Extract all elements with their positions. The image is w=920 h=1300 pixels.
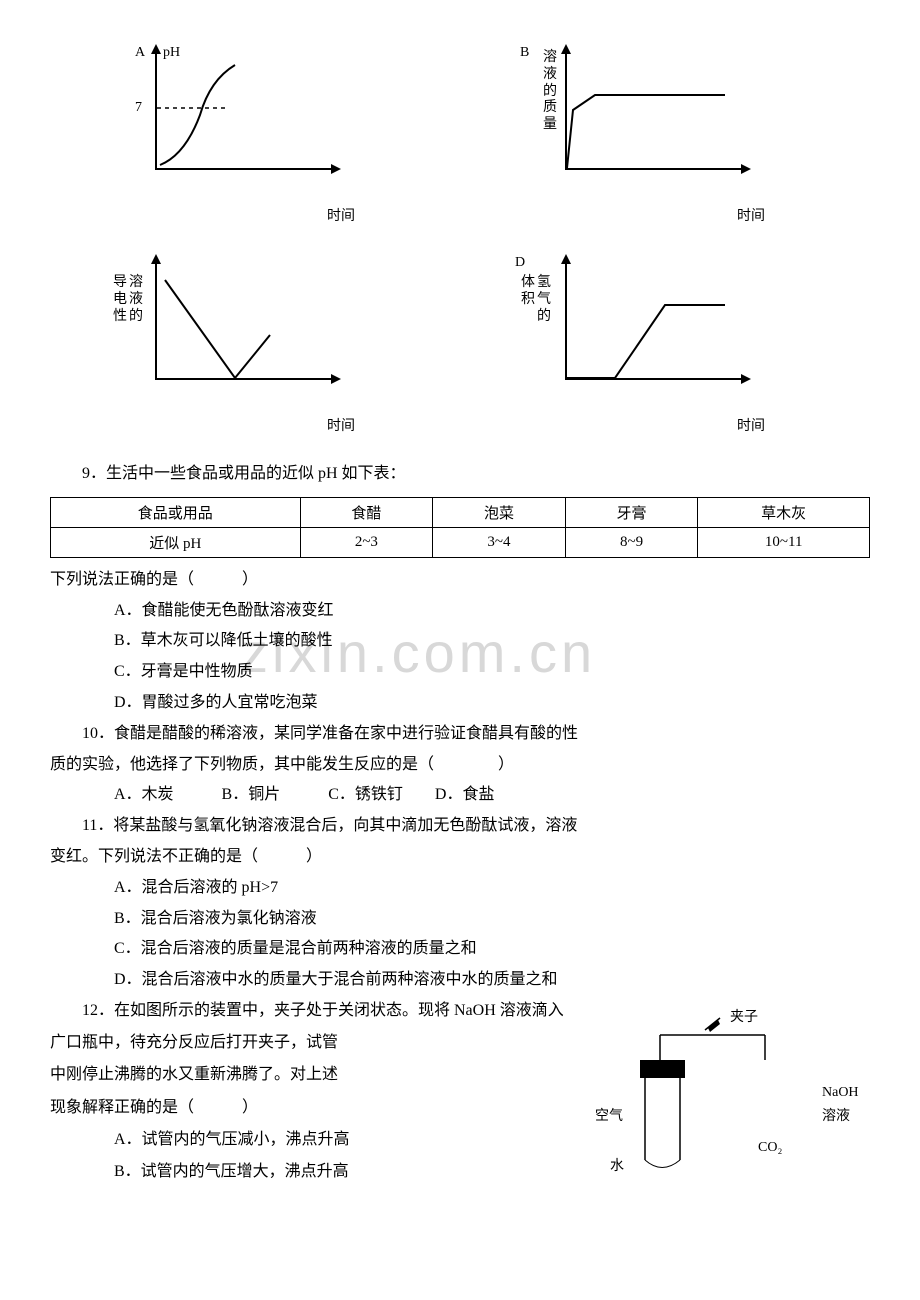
q9-stem: 9．生活中一些食品或用品的近似 pH 如下表： [50, 460, 870, 489]
chart-c-xlabel: 时间 [327, 415, 355, 435]
chart-a-svg [115, 40, 395, 200]
table-row: 食品或用品 食醋 泡菜 牙膏 草木灰 [51, 497, 870, 527]
q12-text-block: 广口瓶中，待充分反应后打开夹子，试管 中刚停止沸腾的水又重新沸腾了。对上述 现象… [50, 1028, 580, 1188]
q12-diagram: 夹子 空气 水 NaOH 溶液 CO₂ [590, 1010, 870, 1180]
label-water: 水 [610, 1155, 624, 1175]
chart-d-svg [525, 250, 805, 410]
q9-opt-c: C．牙膏是中性物质 [50, 658, 870, 687]
q11-opt-d: D．混合后溶液中水的质量大于混合前两种溶液中水的质量之和 [50, 966, 870, 995]
q9-opt-d: D．胃酸过多的人宜常吃泡菜 [50, 689, 870, 718]
q11-stem1: 11．将某盐酸与氢氧化钠溶液混合后，向其中滴加无色酚酞试液，溶液 [50, 812, 870, 841]
q9-opt-a: A．食醋能使无色酚酞溶液变红 [50, 597, 870, 626]
q10-stem2: 质的实验，他选择了下列物质，其中能发生反应的是（ ） [50, 751, 870, 780]
chart-a-xlabel: 时间 [327, 205, 355, 225]
q10-stem1: 10．食醋是醋酸的稀溶液，某同学准备在家中进行验证食醋具有酸的性 [50, 720, 870, 749]
q12-stem2: 广口瓶中，待充分反应后打开夹子，试管 [50, 1028, 580, 1058]
label-clip: 夹子 [730, 1006, 758, 1026]
label-soln: 溶液 [822, 1105, 850, 1125]
q12-stem4: 现象解释正确的是（ ） [50, 1093, 580, 1123]
q11-opt-a: A．混合后溶液的 pH>7 [50, 874, 870, 903]
chart-c-svg [115, 250, 395, 410]
q9-prompt: 下列说法正确的是（ ） [50, 566, 870, 595]
q11-opt-b: B．混合后溶液为氯化钠溶液 [50, 905, 870, 934]
q12-opt-b: B．试管内的气压增大，沸点升高 [50, 1157, 580, 1187]
chart-row-2: 导 电 性 溶 液 的 时间 D 体 积 氢 气 [50, 250, 870, 430]
label-co2: CO₂ [758, 1140, 782, 1156]
chart-d-title: D [515, 255, 525, 271]
chart-c: 导 电 性 溶 液 的 时间 [115, 250, 395, 430]
label-air: 空气 [595, 1105, 623, 1125]
q10-opts: A．木炭 B．铜片 C．锈铁钉 D．食盐 [50, 781, 870, 810]
chart-b-svg [525, 40, 805, 200]
q12-opt-a: A．试管内的气压减小，沸点升高 [50, 1125, 580, 1155]
label-naoh: NaOH [822, 1085, 859, 1101]
q12-stem3: 中刚停止沸腾的水又重新沸腾了。对上述 [50, 1060, 580, 1090]
q11-stem2: 变红。下列说法不正确的是（ ） [50, 843, 870, 872]
chart-d-xlabel: 时间 [737, 415, 765, 435]
chart-row-1: A pH 7 时间 B 溶 液 的 质 量 时间 [50, 40, 870, 220]
q11-opt-c: C．混合后溶液的质量是混合前两种溶液的质量之和 [50, 935, 870, 964]
chart-b: B 溶 液 的 质 量 时间 [525, 40, 805, 220]
chart-b-xlabel: 时间 [737, 205, 765, 225]
q9-opt-b: B．草木灰可以降低土壤的酸性 [50, 627, 870, 656]
chart-d: D 体 积 氢 气 的 时间 [525, 250, 805, 430]
q9-table: 食品或用品 食醋 泡菜 牙膏 草木灰 近似 pH 2~3 3~4 8~9 10~… [50, 497, 870, 558]
chart-a: A pH 7 时间 [115, 40, 395, 220]
table-row: 近似 pH 2~3 3~4 8~9 10~11 [51, 527, 870, 557]
